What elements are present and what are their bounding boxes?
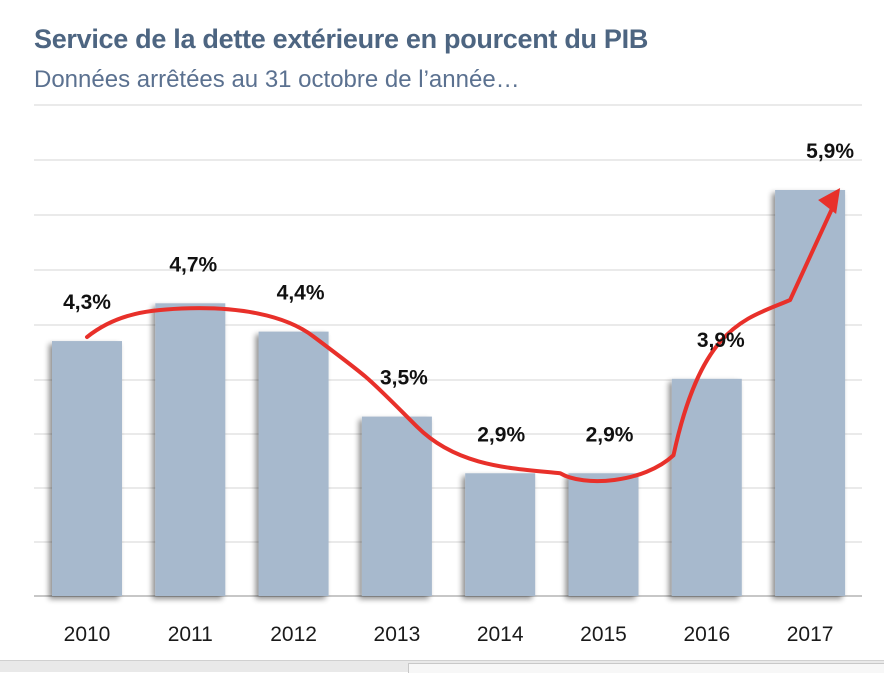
chart-title: Service de la dette extérieure en pource… [34,24,649,54]
x-tick-label-2013: 2013 [374,623,421,646]
x-tick-label-2012: 2012 [270,623,317,646]
value-label-2014: 2,9% [477,423,525,446]
bars [52,189,846,596]
trend-arrow-head [818,187,841,214]
value-label-2017: 5,9% [806,140,854,163]
value-labels: 4,3% 4,7% 4,4% 3,5% 2,9% 2,9% 3,9% 5,9% [63,140,854,446]
value-label-2015: 2,9% [586,423,634,446]
bar-2010 [52,341,122,596]
x-tick-label-2010: 2010 [64,623,111,646]
x-tick-label-2011: 2011 [168,623,213,646]
chart-subtitle: Données arrêtées au 31 octobre de l’anné… [34,66,520,93]
trend-line [85,199,838,484]
value-label-2011: 4,7% [169,253,217,276]
x-axis-labels: 2010 2011 2012 2013 2014 2015 2016 2017 [64,623,834,646]
x-tick-label-2016: 2016 [683,623,730,646]
bar-2013 [361,416,432,596]
x-tick-label-2014: 2014 [477,623,524,646]
trend-curve [85,187,841,484]
value-label-2010: 4,3% [63,291,111,314]
bar-2012 [258,331,329,596]
x-tick-label-2017: 2017 [787,623,834,646]
status-pane [408,663,884,673]
window-status-bar [0,660,884,673]
bar-2011 [155,303,226,596]
bar-2015 [568,473,639,596]
x-tick-label-2015: 2015 [580,623,627,646]
bar-2017 [775,189,846,596]
value-label-2012: 4,4% [277,282,325,305]
value-label-2016: 3,9% [697,329,745,352]
bar-2014 [465,473,536,596]
bar-2016 [671,378,742,596]
value-label-2013: 3,5% [380,367,428,390]
